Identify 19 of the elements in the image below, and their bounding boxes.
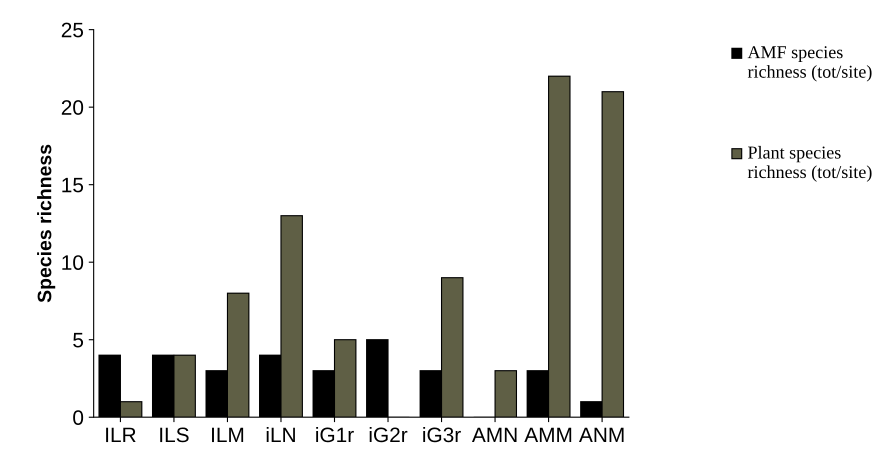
x-tick-label: ANM xyxy=(578,428,624,442)
x-tick-label: iG3r xyxy=(423,426,461,442)
x-tick-label: AMN xyxy=(472,428,517,442)
x-tick-label: iLN xyxy=(266,426,295,442)
x-tick-label: ILM xyxy=(212,428,244,442)
y-tick-label: 5 xyxy=(73,332,84,348)
y-tick-label: 10 xyxy=(62,255,84,270)
x-tick-label: ILS xyxy=(160,428,189,442)
x-tick-label: iG1r xyxy=(316,426,354,442)
y-tick-label: 20 xyxy=(62,100,84,115)
y-tick-label: 25 xyxy=(62,22,84,38)
x-tick-label: AMM xyxy=(524,428,572,442)
legend-label: AMF species richness (tot/site) xyxy=(748,46,872,82)
x-tick-label: iG2r xyxy=(370,426,408,442)
legend-label: Plant species richness (tot/site) xyxy=(748,146,872,182)
y-tick-label: 0 xyxy=(73,410,84,425)
x-tick-label: ILR xyxy=(106,428,136,442)
y-axis-title: Species richness xyxy=(37,144,56,302)
y-tick-label: 15 xyxy=(62,178,84,192)
